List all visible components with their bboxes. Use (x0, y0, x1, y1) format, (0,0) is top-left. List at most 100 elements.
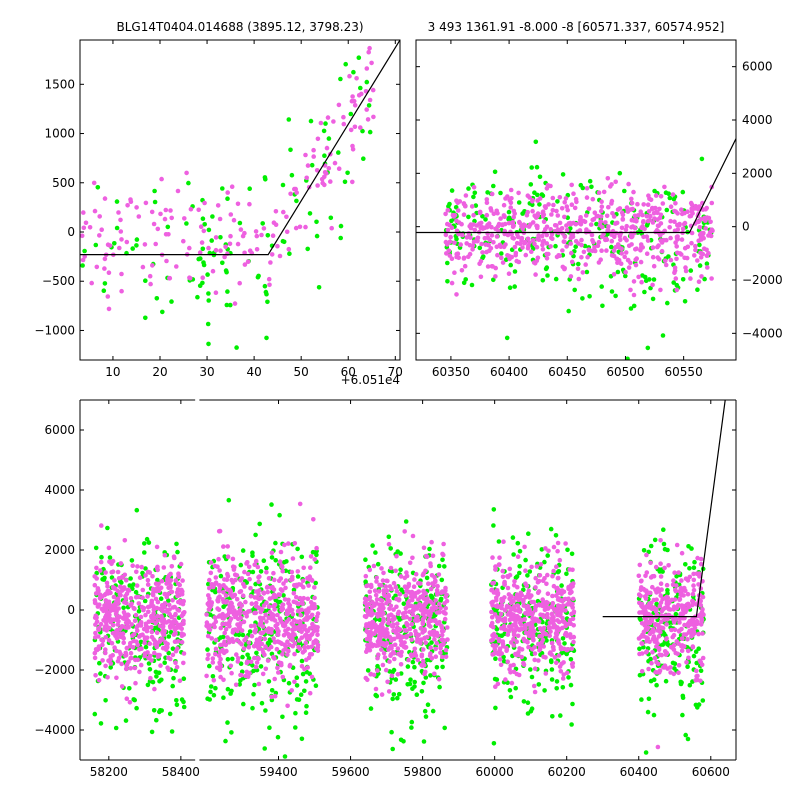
data-point (628, 260, 633, 266)
data-point (501, 202, 507, 208)
data-point (147, 667, 153, 672)
data-point (560, 608, 565, 613)
data-point (310, 624, 315, 630)
panel-top-left-plot (80, 40, 400, 350)
data-point (338, 76, 343, 82)
data-point (123, 718, 129, 723)
data-point (299, 658, 305, 664)
data-point (661, 541, 667, 547)
data-point (275, 734, 281, 740)
data-point (471, 194, 476, 200)
data-point (663, 190, 669, 195)
data-point (119, 684, 125, 689)
data-point (644, 234, 650, 239)
data-point (267, 596, 273, 601)
data-point (174, 590, 180, 595)
data-point (491, 183, 496, 189)
data-point (213, 235, 219, 240)
data-point (506, 220, 512, 226)
data-point (255, 274, 261, 280)
data-point (277, 616, 283, 621)
data-point (82, 254, 87, 259)
data-point (95, 185, 101, 190)
data-point (595, 243, 601, 249)
data-point (557, 664, 563, 669)
data-point (182, 216, 187, 221)
data-point (613, 179, 618, 185)
data-point (266, 576, 272, 581)
data-point (655, 744, 661, 750)
data-point (646, 619, 652, 624)
data-point (368, 671, 374, 677)
data-point (366, 49, 372, 55)
data-point (423, 669, 428, 675)
data-point (659, 248, 665, 254)
data-point (305, 163, 311, 168)
data-point (447, 222, 452, 228)
data-point (394, 553, 399, 559)
data-point (636, 573, 642, 579)
data-point (172, 555, 177, 561)
data-point (218, 573, 224, 579)
data-point (287, 663, 293, 669)
data-point (296, 601, 301, 607)
data-point (658, 625, 664, 630)
data-point (508, 200, 514, 206)
data-point (299, 607, 304, 613)
data-point (674, 234, 680, 240)
data-point (410, 612, 416, 617)
data-point (544, 232, 550, 238)
data-point (246, 656, 252, 661)
data-point (152, 188, 157, 194)
data-point (156, 588, 162, 593)
data-point (388, 565, 394, 571)
data-point (275, 612, 280, 618)
data-point (272, 676, 278, 682)
data-point (463, 193, 469, 198)
data-point (549, 640, 555, 646)
data-point (307, 652, 313, 657)
data-point (119, 237, 124, 242)
data-point (694, 660, 699, 666)
data-point (671, 647, 677, 652)
data-point (263, 612, 269, 618)
data-point (659, 613, 664, 618)
data-point (679, 680, 684, 685)
data-point (367, 589, 373, 595)
data-point (162, 552, 168, 558)
data-point (271, 587, 277, 592)
data-point (622, 188, 627, 194)
data-point (543, 671, 549, 676)
data-point (665, 591, 670, 596)
data-point (142, 635, 148, 640)
data-point (483, 242, 489, 247)
data-point (510, 613, 515, 619)
data-point (548, 650, 553, 655)
data-point (651, 605, 657, 610)
data-point (472, 227, 478, 233)
data-point (664, 207, 670, 213)
data-point (508, 694, 514, 700)
data-point (548, 183, 553, 189)
data-point (140, 595, 145, 600)
data-point (394, 604, 399, 610)
data-point (313, 580, 319, 586)
panel-bottom-axes: 58200 58400 59400 59600 59800 60000 60200 60400… (34, 400, 736, 779)
data-point (253, 532, 258, 538)
data-point (205, 633, 211, 639)
data-point (531, 629, 537, 634)
data-point (206, 291, 211, 296)
data-point (266, 647, 272, 652)
data-point (658, 581, 664, 586)
x-tick-label: 60400 (490, 365, 528, 379)
data-point (95, 587, 101, 593)
data-point (665, 300, 670, 306)
data-point (673, 611, 679, 617)
data-point (506, 592, 512, 597)
data-point (328, 215, 334, 221)
data-point (170, 683, 175, 689)
data-point (546, 548, 551, 554)
data-point (228, 302, 233, 308)
data-point (254, 650, 259, 656)
